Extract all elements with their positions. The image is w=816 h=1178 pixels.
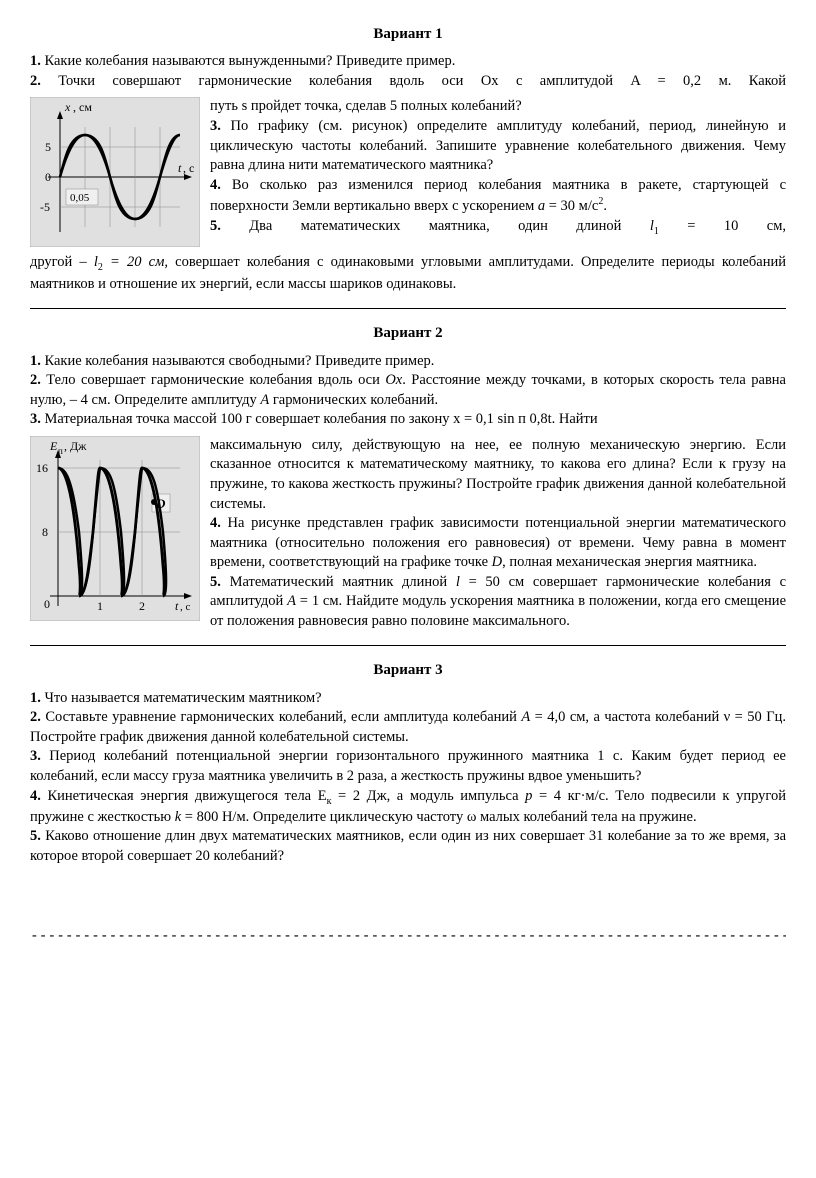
svg-text:5: 5: [45, 140, 51, 154]
v1-q2-text1: Точки совершают гармонические колебания …: [58, 73, 786, 89]
variant-2-title: Вариант 2: [30, 323, 786, 343]
v1-q5-pre: Два математических маятника, один длиной: [249, 218, 650, 234]
variant-1: Вариант 1 1. Какие колебания называются …: [30, 24, 786, 294]
v1-q1: 1. Какие колебания называются вынужденны…: [30, 52, 786, 72]
v2-chart: E п , Дж 16 8 0: [30, 436, 200, 621]
v3-q1-text: Что называется математическим маятником?: [45, 690, 322, 706]
svg-text:, см: , см: [73, 100, 92, 114]
v1-q2-text2: путь s пройдет точка, сделав 5 полных ко…: [210, 98, 522, 114]
v2-q5-pre: Математический маятник длиной: [230, 574, 456, 590]
hr-1: [30, 308, 786, 309]
v1-q4-num: 4.: [210, 177, 221, 193]
v1-q5-l2pre: другой –: [30, 254, 94, 270]
v1-chart: x , см 5 0 -: [30, 97, 200, 247]
v2-q2-A: A: [260, 392, 269, 408]
v2-q3-intro-text: Материальная точка массой 100 г совершае…: [45, 411, 598, 427]
v1-q5-num: 5.: [210, 218, 221, 234]
v1-chart-svg: x , см 5 0 -: [30, 97, 200, 247]
svg-text:, с: , с: [183, 161, 194, 175]
svg-text:0: 0: [45, 170, 51, 184]
v2-q2-pre: Тело совершает гармонические колебания в…: [46, 372, 385, 388]
v2-q2-num: 2.: [30, 372, 41, 388]
v1-q4-aval: = 30 м/с: [545, 198, 598, 214]
v2-q4-end: , полная механическая энергия маятника.: [502, 554, 757, 570]
v3-q1: 1. Что называется математическим маятник…: [30, 689, 786, 709]
svg-text:0: 0: [44, 597, 50, 611]
v2-chart-svg: E п , Дж 16 8 0: [30, 436, 200, 621]
variant-1-title: Вариант 1: [30, 24, 786, 44]
v1-q1-num: 1.: [30, 53, 41, 69]
v2-q5-A: A: [287, 593, 296, 609]
v3-q2: 2. Составьте уравнение гармонических кол…: [30, 708, 786, 747]
v2-q2-ox: Ox: [385, 372, 402, 388]
variant-3: Вариант 3 1. Что называется математическ…: [30, 660, 786, 866]
v3-q4-mid: = 2 Дж, а модуль импульса: [331, 788, 525, 804]
dashed-separator: ----------------------------------------…: [30, 927, 786, 947]
v2-q2-end: гармонических колебаний.: [269, 392, 438, 408]
v1-q5-l2v: = 20 см,: [103, 254, 168, 270]
v2-q5-Aval: = 1 см. Найдите модуль ускорения маятник…: [210, 593, 786, 629]
v3-q5-text: Каково отношение длин двух математически…: [30, 828, 786, 864]
v3-q5: 5. Каково отношение длин двух математиче…: [30, 827, 786, 866]
v2-q4-num: 4.: [210, 515, 221, 531]
v2-q4-D: D: [492, 554, 502, 570]
v2-q1-text: Какие колебания называются свободными? П…: [45, 353, 435, 369]
v2-q2: 2. Тело совершает гармонические колебани…: [30, 371, 786, 410]
v3-q5-num: 5.: [30, 828, 41, 844]
v2-q5-num: 5.: [210, 574, 221, 590]
v2-q3-num: 3.: [30, 411, 41, 427]
v1-q1-text: Какие колебания называются вынужденными?…: [45, 53, 456, 69]
svg-text:, Дж: , Дж: [64, 439, 87, 453]
v3-q1-num: 1.: [30, 690, 41, 706]
v1-q2-line1: 2. Точки совершают гармонические колебан…: [30, 72, 786, 92]
svg-text:E: E: [49, 439, 58, 453]
svg-text:, с: , с: [180, 601, 191, 613]
v1-q3-text: По графику (см. рисунок) определите ампл…: [210, 118, 786, 173]
v1-q4-end: .: [603, 198, 607, 214]
v1-fig-wrap: x , см 5 0 -: [30, 97, 786, 247]
v3-q4-pre: Кинетическая энергия движущегося тела E: [47, 788, 326, 804]
v3-q2-pre: Составьте уравнение гармонических колеба…: [45, 709, 521, 725]
v1-q2-num: 2.: [30, 73, 41, 89]
v2-q1: 1. Какие колебания называются свободными…: [30, 352, 786, 372]
svg-text:-5: -5: [40, 200, 50, 214]
v2-fig-wrap: E п , Дж 16 8 0: [30, 436, 786, 632]
v1-q4-text-pre: Во сколько раз изменился период колебани…: [210, 177, 786, 214]
v3-q3: 3. Период колебаний потенциальной энерги…: [30, 747, 786, 786]
v1-q5-line2: другой – l2 = 20 см, совершает колебания…: [30, 253, 786, 294]
variant-2: Вариант 2 1. Какие колебания называются …: [30, 323, 786, 631]
v3-q3-text: Период колебаний потенциальной энергии г…: [30, 748, 786, 784]
v3-q4-end: = 800 Н/м. Определите циклическую частот…: [181, 809, 696, 825]
hr-2: [30, 645, 786, 646]
svg-text:0,05: 0,05: [70, 192, 90, 204]
v1-q3-num: 3.: [210, 118, 221, 134]
v3-q2-num: 2.: [30, 709, 41, 725]
v2-q3-body-text: максимальную силу, действующую на нее, е…: [210, 437, 786, 512]
v1-q5-l1v: = 10 см,: [659, 218, 786, 234]
variant-3-title: Вариант 3: [30, 660, 786, 680]
v3-q2-A: A: [521, 709, 530, 725]
v3-q4: 4. Кинетическая энергия движущегося тела…: [30, 787, 786, 828]
v2-q3-intro: 3. Материальная точка массой 100 г совер…: [30, 410, 786, 430]
svg-text:x: x: [64, 100, 71, 114]
v3-q3-num: 3.: [30, 748, 41, 764]
svg-text:8: 8: [42, 525, 48, 539]
svg-text:16: 16: [36, 461, 48, 475]
v2-q1-num: 1.: [30, 353, 41, 369]
v3-q4-num: 4.: [30, 788, 41, 804]
svg-text:1: 1: [97, 599, 103, 613]
svg-text:2: 2: [139, 599, 145, 613]
